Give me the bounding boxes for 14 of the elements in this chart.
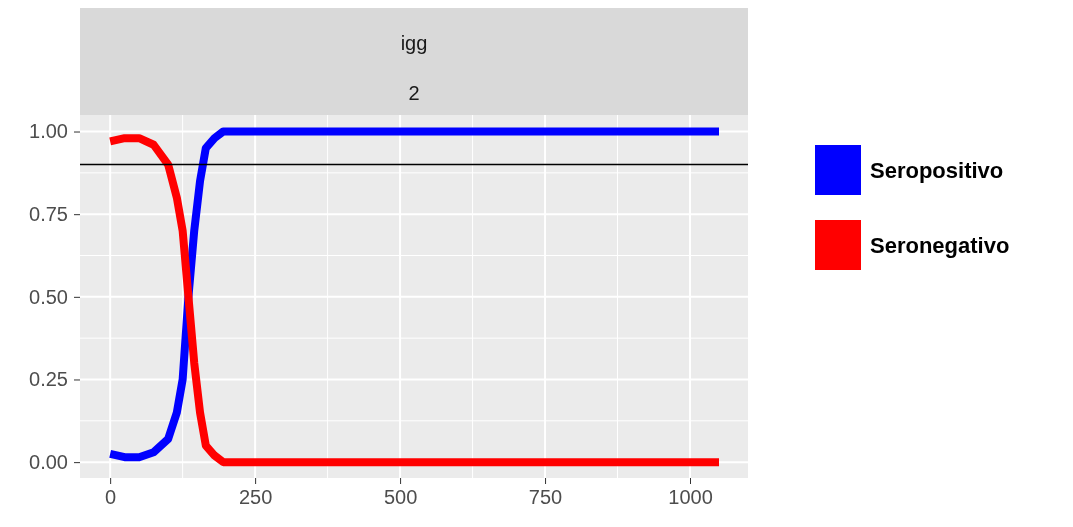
x-tick-label: 1000	[668, 486, 713, 509]
y-tick-label: 0.50	[29, 285, 68, 308]
x-tick-label: 750	[528, 486, 563, 509]
x-tick-label: 250	[238, 486, 273, 509]
x-tick-label: 500	[383, 486, 418, 509]
chart-title: igg	[400, 32, 428, 54]
y-tick-label: 0.00	[29, 451, 68, 474]
y-tick-label: 1.00	[29, 120, 68, 143]
chart-subtitle: 2	[408, 82, 420, 104]
legend-label: Seropositivo	[870, 158, 1004, 183]
x-tick-label: 0	[105, 486, 117, 509]
y-tick-label: 0.75	[29, 203, 68, 226]
y-tick-label: 0.25	[29, 368, 68, 391]
legend-label: Seronegativo	[870, 233, 1010, 258]
